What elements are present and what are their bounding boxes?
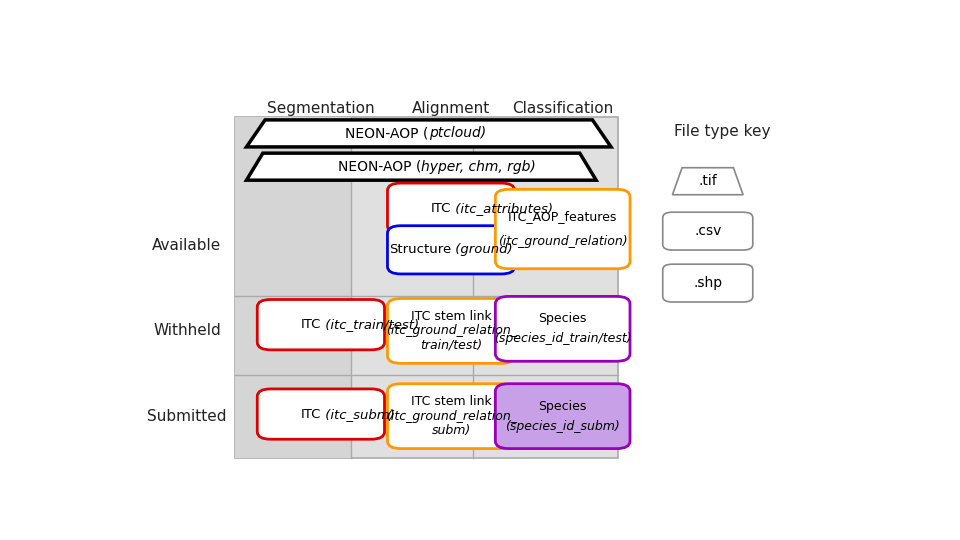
FancyBboxPatch shape	[388, 226, 515, 274]
Text: ITC_AOP_features: ITC_AOP_features	[508, 210, 617, 222]
Text: ITC: ITC	[300, 318, 321, 331]
Polygon shape	[247, 120, 611, 147]
Text: .csv: .csv	[694, 224, 722, 238]
FancyBboxPatch shape	[235, 117, 350, 458]
Text: NEON-AOP (: NEON-AOP (	[346, 126, 429, 140]
Text: Species: Species	[539, 312, 587, 326]
Text: ITC: ITC	[431, 202, 451, 215]
Text: Segmentation: Segmentation	[267, 101, 374, 116]
FancyBboxPatch shape	[495, 384, 630, 449]
FancyBboxPatch shape	[235, 117, 618, 458]
Text: (ground): (ground)	[451, 244, 513, 256]
Text: (itc_ground_relation_: (itc_ground_relation_	[386, 325, 516, 338]
Text: .shp: .shp	[693, 276, 722, 290]
Text: Classification: Classification	[512, 101, 613, 116]
FancyBboxPatch shape	[662, 264, 753, 302]
Text: Alignment: Alignment	[412, 101, 491, 116]
FancyBboxPatch shape	[495, 190, 630, 269]
Text: Species: Species	[539, 400, 587, 413]
Text: (itc_ground_relation_: (itc_ground_relation_	[386, 410, 516, 423]
Text: (itc_subm): (itc_subm)	[321, 408, 395, 421]
FancyBboxPatch shape	[257, 300, 385, 350]
Polygon shape	[672, 168, 743, 195]
Text: Available: Available	[153, 238, 222, 253]
FancyBboxPatch shape	[388, 183, 515, 233]
Text: (itc_train/test): (itc_train/test)	[321, 318, 419, 331]
FancyBboxPatch shape	[388, 299, 515, 363]
Text: .tif: .tif	[698, 174, 717, 188]
Text: ITC: ITC	[300, 408, 321, 421]
Text: (species_id_subm): (species_id_subm)	[505, 420, 620, 433]
Text: Withheld: Withheld	[153, 323, 221, 339]
Polygon shape	[247, 153, 596, 180]
Text: ptcloud): ptcloud)	[429, 126, 486, 140]
Text: Structure: Structure	[389, 244, 451, 256]
FancyBboxPatch shape	[662, 212, 753, 250]
Text: (species_id_train/test): (species_id_train/test)	[493, 332, 632, 345]
Text: hyper, chm, rgb): hyper, chm, rgb)	[421, 160, 536, 174]
Text: (itc_ground_relation): (itc_ground_relation)	[498, 235, 628, 248]
Text: ITC stem link: ITC stem link	[411, 395, 492, 408]
Text: Submitted: Submitted	[147, 409, 227, 424]
FancyBboxPatch shape	[495, 296, 630, 361]
FancyBboxPatch shape	[388, 384, 515, 449]
Text: NEON-AOP (: NEON-AOP (	[338, 160, 421, 174]
Text: File type key: File type key	[674, 124, 771, 139]
Text: train/test): train/test)	[420, 339, 482, 352]
Text: (itc_attributes): (itc_attributes)	[451, 202, 553, 215]
Text: subm): subm)	[431, 424, 470, 437]
Text: ITC stem link: ITC stem link	[411, 310, 492, 323]
FancyBboxPatch shape	[257, 389, 385, 439]
